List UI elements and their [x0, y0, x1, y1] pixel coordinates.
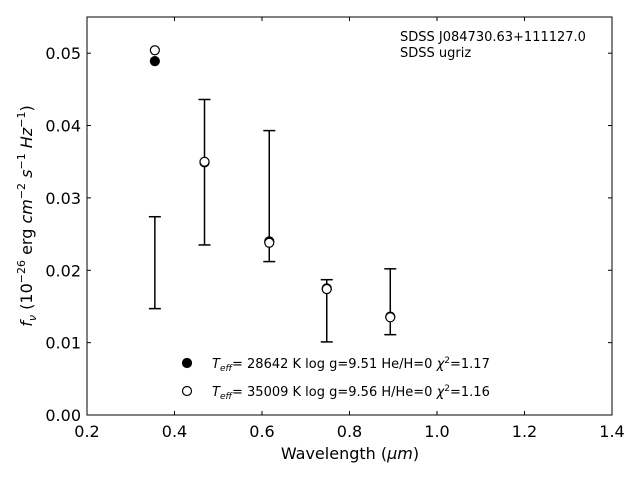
x-tick-label: 1.2 — [512, 422, 537, 441]
x-tick-label: 0.4 — [162, 422, 187, 441]
y-tick-label: 0.03 — [45, 189, 81, 208]
data-point-open — [199, 156, 210, 167]
y-tick-label: 0.01 — [45, 334, 81, 353]
data-point-open — [321, 283, 332, 295]
legend-entry-2: Teff= 35009 K log g=9.56 H/He=0 χ2=1.16 — [212, 384, 490, 402]
y-tick-label: 0.02 — [45, 261, 81, 280]
data-point-open — [385, 312, 396, 323]
legend-marker-filled — [181, 357, 193, 369]
x-tick-label: 0.8 — [337, 422, 362, 441]
y-tick-label: 0.05 — [45, 44, 81, 63]
plot-area: 0.2 0.4 0.6 0.8 1.0 1.2 1.4 0.00 0.01 0.02 0.03 0.0… — [45, 16, 625, 441]
legend-marker-open — [181, 385, 193, 397]
legend: Teff= 28642 K log g=9.51 He/H=0 χ2=1.17 … — [181, 356, 490, 402]
y-tick-label: 0.04 — [45, 117, 81, 136]
x-tick-label: 0.6 — [249, 422, 274, 441]
y-tick-label: 0.00 — [45, 406, 81, 425]
annotation-survey-name: SDSS ugriz — [400, 46, 471, 61]
data-point-filled — [149, 56, 160, 67]
legend-entry-1: Teff= 28642 K log g=9.51 He/H=0 χ2=1.17 — [212, 356, 490, 374]
data-point-open — [149, 45, 160, 56]
svg-text:fν (10−26 erg cm−2 s−1 Hz−1): fν (10−26 erg cm−2 s−1 Hz−1) — [15, 105, 39, 326]
y-axis-label: fν (10−26 erg cm−2 s−1 Hz−1) — [15, 105, 39, 326]
x-tick-label: 1.0 — [424, 422, 449, 441]
x-tick-label: 0.2 — [74, 422, 99, 441]
data-point-open — [264, 237, 275, 248]
x-axis-label: Wavelength (μm) — [281, 444, 419, 463]
x-tick-label: 1.4 — [599, 422, 624, 441]
annotation-object-name: SDSS J084730.63+111127.0 — [400, 30, 586, 45]
